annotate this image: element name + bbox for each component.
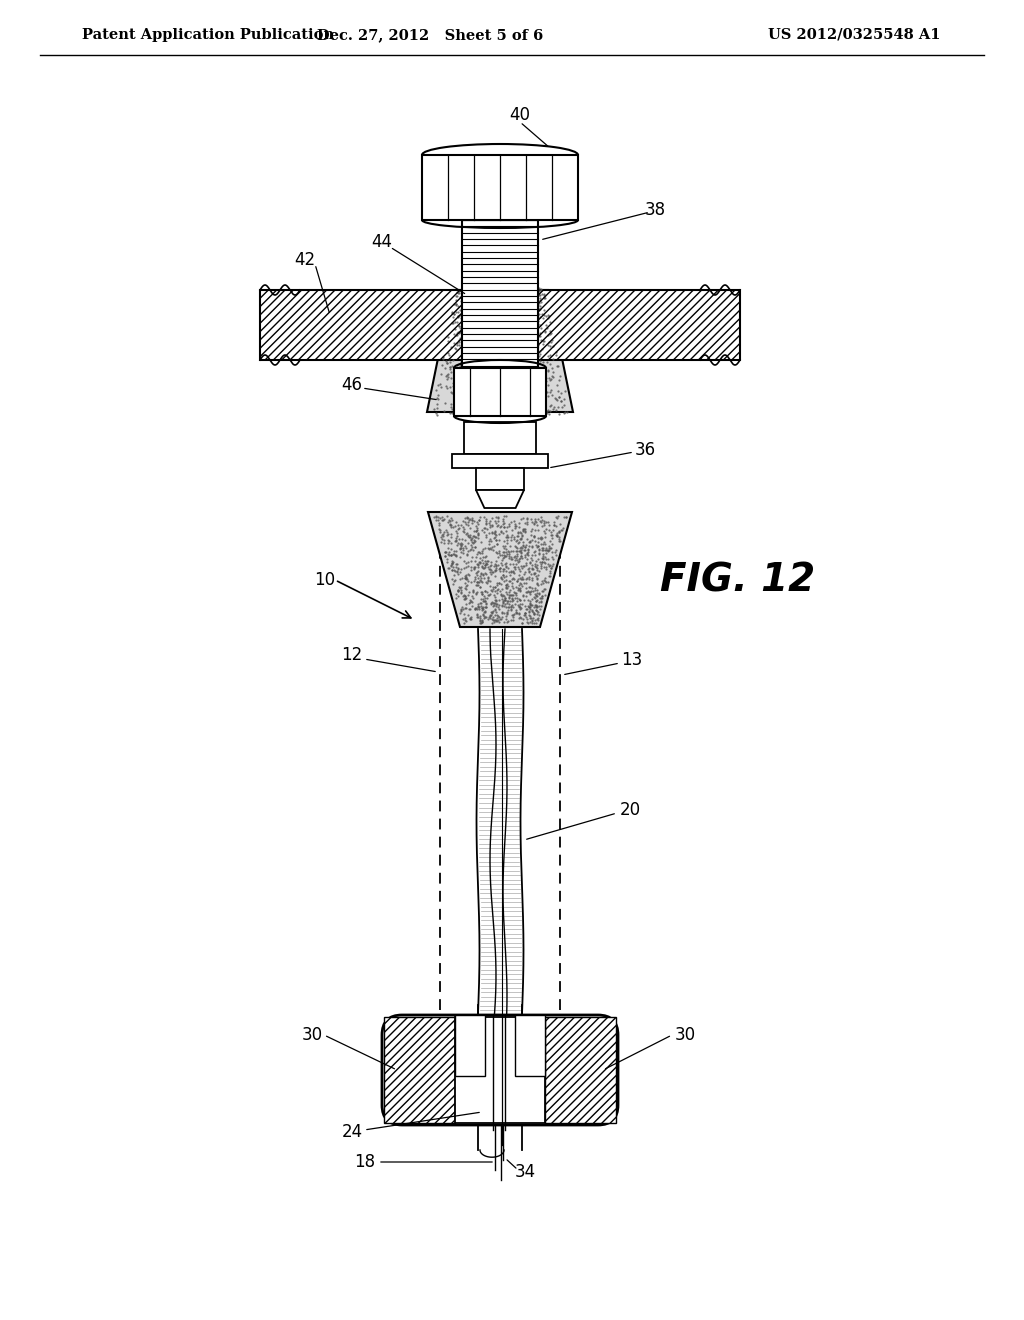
Text: US 2012/0325548 A1: US 2012/0325548 A1 [768, 28, 940, 42]
Text: 40: 40 [510, 106, 530, 124]
Text: 38: 38 [644, 201, 666, 219]
Text: 30: 30 [675, 1026, 695, 1044]
Text: 30: 30 [301, 1026, 323, 1044]
Bar [384, 1016, 455, 1123]
Bar [545, 1016, 616, 1123]
Bar [538, 290, 740, 360]
Bar [384, 1016, 455, 1123]
Bar [464, 422, 536, 454]
Text: 36: 36 [635, 441, 655, 459]
Bar [454, 368, 546, 416]
Text: 42: 42 [295, 251, 315, 269]
Bar [476, 469, 524, 490]
Text: Patent Application Publication: Patent Application Publication [82, 28, 334, 42]
Text: Dec. 27, 2012   Sheet 5 of 6: Dec. 27, 2012 Sheet 5 of 6 [316, 28, 543, 42]
Text: 20: 20 [620, 801, 641, 818]
Text: 10: 10 [314, 572, 336, 589]
Text: 18: 18 [354, 1152, 376, 1171]
Bar [538, 290, 740, 360]
Bar [462, 220, 538, 411]
Polygon shape [476, 490, 524, 508]
Text: 13: 13 [622, 651, 643, 669]
Polygon shape [428, 512, 572, 627]
Bar [455, 1016, 545, 1123]
Bar [455, 1015, 485, 1076]
Bar [515, 1015, 545, 1076]
Text: 44: 44 [372, 234, 392, 251]
Text: 24: 24 [341, 1123, 362, 1140]
Bar [452, 454, 548, 469]
Text: FIG. 12: FIG. 12 [660, 561, 815, 599]
Bar [260, 290, 462, 360]
Bar [260, 290, 462, 360]
Text: 12: 12 [341, 645, 362, 664]
Text: 46: 46 [341, 376, 362, 393]
Polygon shape [427, 290, 573, 412]
Text: 34: 34 [514, 1163, 536, 1181]
Bar [422, 154, 578, 220]
FancyBboxPatch shape [382, 1015, 618, 1125]
Bar [545, 1016, 616, 1123]
